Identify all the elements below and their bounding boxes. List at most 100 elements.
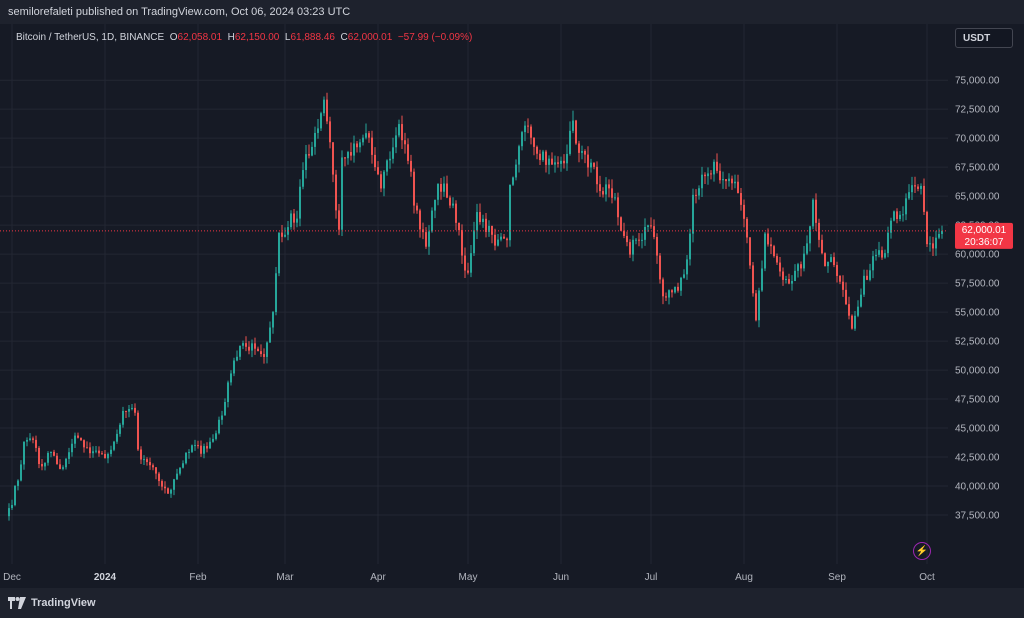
time-tick-label: Oct <box>919 572 935 583</box>
candle <box>77 432 79 439</box>
candle <box>749 236 751 269</box>
candle <box>383 170 385 197</box>
high-label: H <box>227 32 235 43</box>
candle <box>242 340 244 350</box>
candle <box>572 110 574 134</box>
candle <box>542 149 544 162</box>
candle <box>836 261 838 283</box>
candle <box>587 146 589 177</box>
candle <box>347 150 349 165</box>
low-value: 61,888.46 <box>290 32 335 43</box>
time-tick-label: May <box>459 572 478 583</box>
candle <box>644 218 646 246</box>
last-price-tag: 62,000.01 20:36:07 <box>955 222 1013 249</box>
candle <box>464 247 466 279</box>
candle <box>260 344 262 357</box>
candle <box>920 183 922 195</box>
candle <box>344 157 346 167</box>
candle <box>710 170 712 180</box>
candle <box>236 350 238 362</box>
candle <box>761 260 763 292</box>
time-tick-label: 2024 <box>94 572 117 583</box>
candle <box>668 289 670 305</box>
candle <box>791 275 793 291</box>
candle <box>332 142 334 183</box>
candle <box>107 452 109 464</box>
candle <box>626 231 628 247</box>
candle <box>821 234 823 255</box>
candle <box>458 222 460 236</box>
candle <box>731 175 733 190</box>
candle <box>563 154 565 169</box>
candle <box>923 178 925 216</box>
candle <box>452 197 454 209</box>
candle <box>548 155 550 175</box>
candle <box>269 321 271 343</box>
candle <box>83 439 85 453</box>
tradingview-logo[interactable]: TradingView <box>8 596 96 610</box>
candle <box>899 210 901 222</box>
candle <box>887 226 889 258</box>
candle <box>8 503 10 521</box>
candle <box>392 137 394 164</box>
candle <box>98 446 100 457</box>
candle <box>521 130 523 151</box>
candle <box>209 437 211 449</box>
lightning-icon[interactable]: ⚡ <box>913 542 931 560</box>
time-tick-label: Sep <box>828 572 846 583</box>
candle <box>746 216 748 244</box>
candle <box>596 161 598 193</box>
candle <box>74 432 76 449</box>
candle <box>680 276 682 296</box>
candle <box>299 179 301 227</box>
currency-button[interactable]: USDT <box>955 28 1013 48</box>
candle <box>800 261 802 277</box>
candle <box>764 232 766 272</box>
price-chart[interactable]: 37,500.00 40,000.00 42,500.00 45,000.00 47,5… <box>0 24 1024 588</box>
candle <box>428 225 430 255</box>
candle <box>926 210 928 248</box>
candle <box>551 152 553 165</box>
candle <box>500 232 502 242</box>
candle <box>599 175 601 197</box>
candle <box>374 147 376 171</box>
candle <box>239 345 241 361</box>
candle <box>860 288 862 308</box>
candle <box>698 185 700 200</box>
chart-pane[interactable]: 37,500.00 40,000.00 42,500.00 45,000.00 47,5… <box>0 24 1024 588</box>
candle <box>23 441 25 470</box>
candle <box>248 341 250 355</box>
time-axis[interactable]: Dec 2024 Feb Mar Apr May Jun Jul Aug Sep Oct <box>3 572 935 583</box>
candle <box>140 446 142 464</box>
candle <box>218 416 220 435</box>
price-axis[interactable] <box>948 24 1024 564</box>
symbol-description[interactable]: Bitcoin / TetherUS, 1D, BINANCE <box>16 32 165 43</box>
candle <box>665 292 667 301</box>
candle <box>620 216 622 232</box>
price-tick-label: 70,000.00 <box>955 134 1000 145</box>
candle <box>890 217 892 239</box>
candle <box>743 199 745 228</box>
candle <box>866 269 868 281</box>
ohlc-legend: Bitcoin / TetherUS, 1D, BINANCE O62,058.… <box>16 32 472 43</box>
price-tick-label: 47,500.00 <box>955 395 1000 406</box>
candle <box>443 176 445 197</box>
candle <box>740 187 742 211</box>
candle <box>848 296 850 320</box>
candle <box>677 282 679 293</box>
candle <box>812 198 814 230</box>
candle <box>755 290 757 322</box>
candle <box>437 183 439 206</box>
candle <box>410 154 412 177</box>
candle <box>905 193 907 221</box>
candle <box>251 339 253 358</box>
candle <box>434 199 436 219</box>
candle <box>104 450 106 459</box>
candle <box>179 467 181 476</box>
candle <box>476 203 478 239</box>
price-tick-label: 37,500.00 <box>955 511 1000 522</box>
candle <box>158 471 160 487</box>
candle <box>11 499 13 510</box>
candle <box>170 488 172 498</box>
candle <box>776 253 778 265</box>
